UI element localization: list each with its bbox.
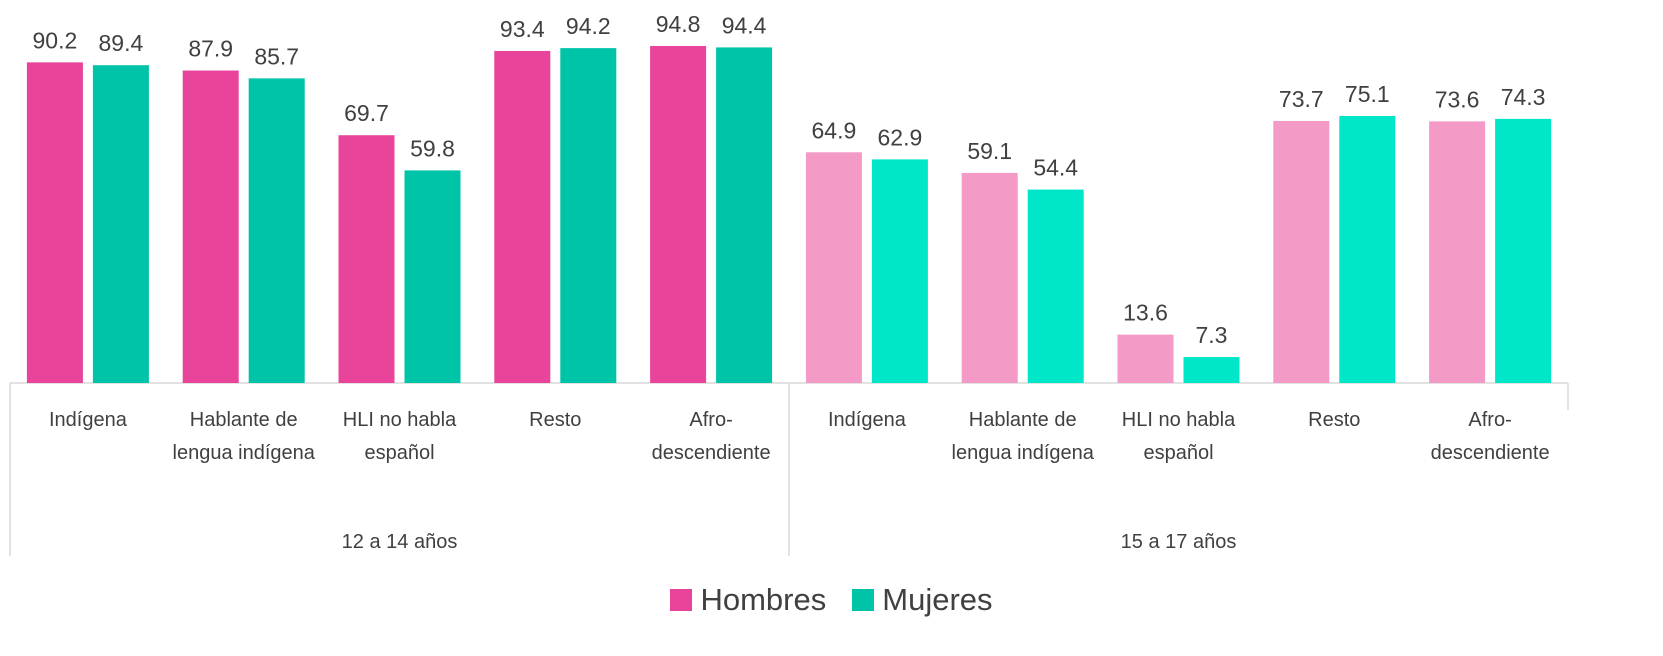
value-label: 59.1 xyxy=(967,138,1012,164)
value-label: 85.7 xyxy=(254,43,299,69)
bar xyxy=(1027,189,1084,383)
value-label: 94.8 xyxy=(656,11,701,37)
bar xyxy=(26,62,83,384)
bar xyxy=(560,48,617,384)
value-label: 94.2 xyxy=(566,13,611,39)
legend-item: Hombres xyxy=(670,582,826,618)
value-label: 59.8 xyxy=(410,135,455,161)
x-tick-label: HLI no habla español xyxy=(1121,409,1236,464)
bar xyxy=(716,47,773,384)
x-tick-label: Afro-descendiente xyxy=(651,409,771,464)
bar xyxy=(805,152,862,383)
legend-item: Mujeres xyxy=(852,582,993,618)
legend: Hombres Mujeres xyxy=(0,582,1663,618)
legend-label: Mujeres xyxy=(882,582,993,617)
bar xyxy=(1495,118,1552,384)
bar xyxy=(338,135,395,383)
value-label: 13.6 xyxy=(1123,300,1168,326)
x-tick-label: Hablante de lengua indígena xyxy=(951,409,1094,464)
x-tick-label: HLI no habla español xyxy=(342,409,457,464)
bar xyxy=(494,50,551,383)
legend-label: Hombres xyxy=(700,582,827,617)
bar xyxy=(1339,116,1396,383)
value-label: 89.4 xyxy=(99,30,144,56)
value-label: 62.9 xyxy=(878,124,923,150)
value-label: 69.7 xyxy=(344,100,389,126)
bar xyxy=(650,45,707,384)
bar xyxy=(1429,121,1486,384)
value-label: 73.7 xyxy=(1279,86,1324,112)
bar xyxy=(871,159,928,383)
x-tick-label: Indígena xyxy=(827,409,906,431)
x-tick-label: Resto xyxy=(529,409,582,431)
x-tick-label: Indígena xyxy=(48,409,127,431)
legend-swatch xyxy=(852,589,875,611)
bar xyxy=(1183,357,1240,383)
value-label: 90.2 xyxy=(33,27,78,53)
bar xyxy=(92,65,149,384)
value-label: 73.6 xyxy=(1435,86,1480,112)
value-label: 87.9 xyxy=(188,36,233,62)
bar xyxy=(1117,334,1174,383)
value-label: 94.4 xyxy=(722,12,767,38)
bar xyxy=(248,78,305,384)
x-tick-label: Resto xyxy=(1308,409,1361,431)
value-label: 74.3 xyxy=(1501,84,1546,110)
x-tick-label: Afro-descendiente xyxy=(1430,409,1550,464)
x-tick-label: Hablante de lengua indígena xyxy=(172,409,315,464)
legend-swatch xyxy=(670,589,693,611)
value-label: 64.9 xyxy=(812,117,857,143)
group-label: 15 a 17 años xyxy=(1120,531,1237,553)
bar xyxy=(182,70,239,383)
value-label: 54.4 xyxy=(1033,155,1078,181)
value-label: 75.1 xyxy=(1345,81,1390,107)
value-label: 93.4 xyxy=(500,16,545,42)
group-label: 12 a 14 años xyxy=(341,531,458,553)
bar xyxy=(1273,120,1330,384)
value-label: 7.3 xyxy=(1196,322,1228,348)
bar xyxy=(961,172,1018,383)
bar xyxy=(404,170,461,383)
